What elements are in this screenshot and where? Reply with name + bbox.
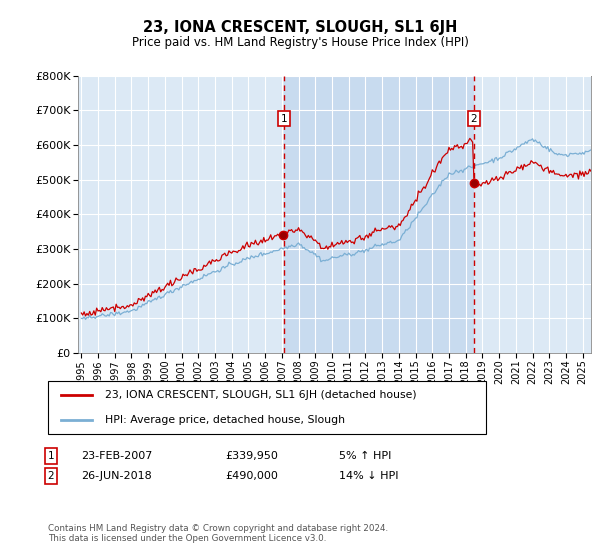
Text: 2: 2 <box>470 114 477 124</box>
Text: 14% ↓ HPI: 14% ↓ HPI <box>339 471 398 481</box>
Text: HPI: Average price, detached house, Slough: HPI: Average price, detached house, Slou… <box>105 414 345 424</box>
Text: 2: 2 <box>47 471 55 481</box>
Text: 1: 1 <box>47 451 55 461</box>
Bar <box>284 76 473 353</box>
Text: 23, IONA CRESCENT, SLOUGH, SL1 6JH (detached house): 23, IONA CRESCENT, SLOUGH, SL1 6JH (deta… <box>105 390 416 400</box>
Text: £490,000: £490,000 <box>225 471 278 481</box>
Text: Price paid vs. HM Land Registry's House Price Index (HPI): Price paid vs. HM Land Registry's House … <box>131 36 469 49</box>
Text: 5% ↑ HPI: 5% ↑ HPI <box>339 451 391 461</box>
Text: Contains HM Land Registry data © Crown copyright and database right 2024.
This d: Contains HM Land Registry data © Crown c… <box>48 524 388 543</box>
Text: 26-JUN-2018: 26-JUN-2018 <box>81 471 152 481</box>
Text: £339,950: £339,950 <box>225 451 278 461</box>
FancyBboxPatch shape <box>48 381 486 434</box>
Text: 23, IONA CRESCENT, SLOUGH, SL1 6JH: 23, IONA CRESCENT, SLOUGH, SL1 6JH <box>143 20 457 35</box>
Text: 23-FEB-2007: 23-FEB-2007 <box>81 451 152 461</box>
Text: 1: 1 <box>281 114 287 124</box>
